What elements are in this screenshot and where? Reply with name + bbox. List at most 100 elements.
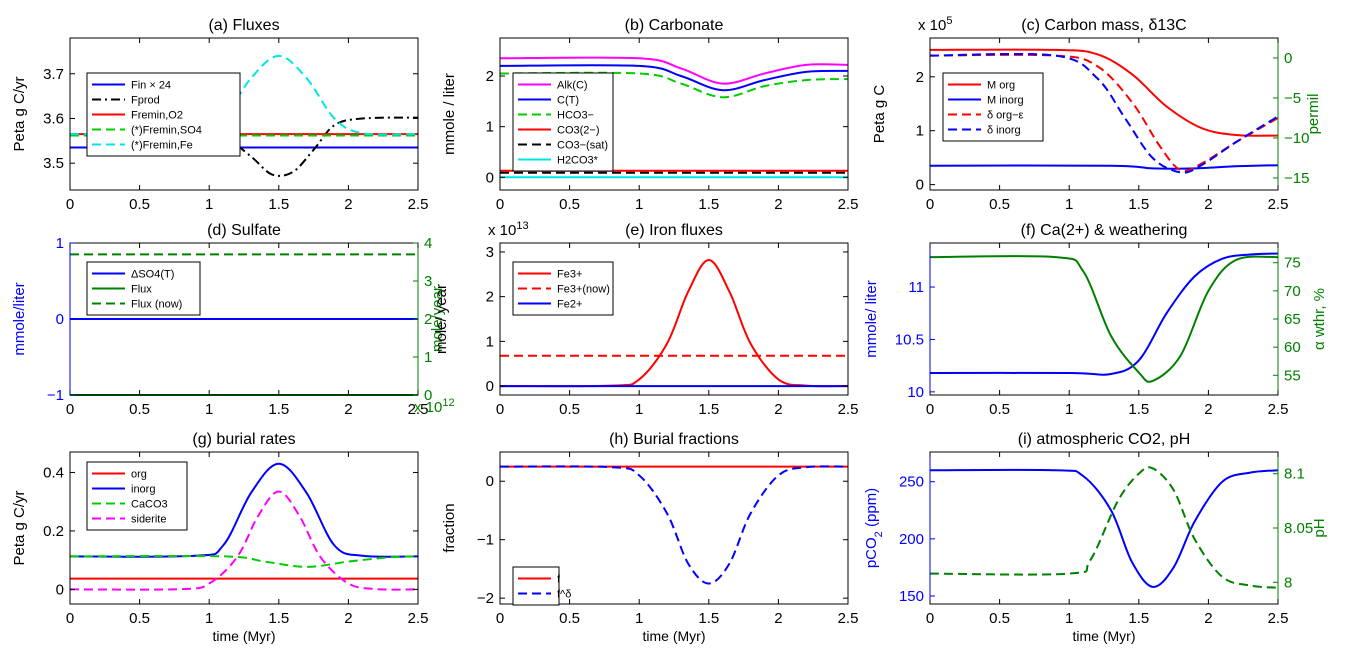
x-tick-label: 2 bbox=[774, 196, 782, 213]
x-tick-label: 0 bbox=[926, 610, 934, 627]
axis-multiplier: x 105 bbox=[918, 15, 952, 34]
legend-label: f^δ bbox=[557, 589, 571, 601]
series-line-b-0 bbox=[499, 56, 849, 85]
y-tick-label: 0.2 bbox=[43, 523, 64, 540]
legend-label: δ org−ε bbox=[987, 110, 1024, 122]
x-tick-label: 1 bbox=[1065, 401, 1073, 418]
y-right-tick-label: −5 bbox=[1284, 90, 1301, 107]
series-line-c-0 bbox=[929, 48, 1279, 137]
y-tick-label: 10 bbox=[907, 384, 924, 401]
x-tick-label: 2.5 bbox=[838, 401, 859, 418]
series-line-g-3 bbox=[69, 490, 419, 591]
x-tick-label: 0.5 bbox=[129, 196, 150, 213]
x-tick-label: 1.5 bbox=[1128, 610, 1149, 627]
y-tick-label: 0 bbox=[486, 169, 494, 186]
legend-label: δ inorg bbox=[987, 125, 1021, 137]
legend-label: Alk(C) bbox=[557, 80, 588, 92]
x-tick-label: 0.5 bbox=[989, 610, 1010, 627]
panel-title: (c) Carbon mass, δ13C bbox=[1021, 17, 1186, 34]
legend-label: ΔSO4(T) bbox=[131, 269, 174, 281]
legend-box bbox=[512, 566, 560, 606]
y-right-axis-label: mole/year bbox=[429, 286, 446, 352]
y-tick-label: 250 bbox=[899, 474, 924, 491]
series-line-f-1 bbox=[929, 255, 1279, 383]
plot-frame bbox=[69, 37, 419, 191]
panel-title: (h) Burial fractions bbox=[609, 431, 739, 448]
plot-frame bbox=[499, 451, 849, 605]
panel-a: (a) Fluxes 0 0.5 1 1.5 2 2.5 3.5 3.6 3.7 Peta g C/… bbox=[11, 17, 428, 213]
y-tick-label: 1 bbox=[486, 119, 494, 136]
y-axis-label: mole/ year bbox=[433, 284, 450, 354]
legend-label: Fe3+(now) bbox=[557, 284, 610, 296]
x-tick-label: 0 bbox=[926, 401, 934, 418]
y-right-tick-label: 55 bbox=[1284, 367, 1301, 384]
y-tick-label: −1 bbox=[477, 532, 494, 549]
y-tick-label: 2 bbox=[486, 68, 494, 85]
y-right-tick-label: 8.1 bbox=[1284, 466, 1305, 483]
x-tick-label: 2 bbox=[1204, 196, 1212, 213]
legend: org inorg CaCO3 siderite bbox=[86, 461, 188, 531]
y-axis-label: mmole/liter bbox=[11, 282, 28, 355]
x-tick-label: 1.5 bbox=[1128, 196, 1149, 213]
x-tick-label: 1 bbox=[205, 196, 213, 213]
legend-box bbox=[512, 72, 614, 172]
series-line-a-4 bbox=[69, 54, 419, 136]
y-tick-label: 0 bbox=[56, 581, 64, 598]
x-tick-label: 2.5 bbox=[408, 196, 429, 213]
x-tick-label: 2.5 bbox=[838, 196, 859, 213]
y-axis-label: pCO2 (ppm) bbox=[863, 488, 885, 568]
x-tick-label: 0 bbox=[496, 401, 504, 418]
y-tick-label: 3 bbox=[486, 244, 494, 261]
y-right-tick-label: −15 bbox=[1284, 170, 1309, 187]
y-tick-label: 11 bbox=[908, 279, 924, 296]
legend: Alk(C) C(T) HCO3− CO3(2−) CO3−(sat) H2CO3* bbox=[512, 72, 614, 172]
legend-label: H2CO3* bbox=[557, 155, 599, 167]
y-right-tick-label: 0 bbox=[424, 387, 432, 404]
panel-title: (g) burial rates bbox=[192, 431, 295, 448]
x-tick-label: 0 bbox=[66, 610, 74, 627]
x-tick-label: 1 bbox=[1065, 196, 1073, 213]
x-tick-label: 1 bbox=[635, 401, 643, 418]
x-tick-label: 2 bbox=[344, 610, 352, 627]
y-tick-label: 3.6 bbox=[43, 110, 64, 127]
y-right-axis-label: pH bbox=[1311, 518, 1328, 537]
x-tick-label: 0.5 bbox=[559, 610, 580, 627]
plot-frame bbox=[929, 451, 1279, 605]
x-tick-label: 0.5 bbox=[559, 401, 580, 418]
panel-e: (e) Iron fluxes 0 0.5 1 1.5 2 2.5 0 1 2 3 mole/ yea… bbox=[433, 220, 858, 418]
panel-title: (f) Ca(2+) & weathering bbox=[1021, 222, 1188, 239]
x-tick-label: 2 bbox=[1204, 401, 1212, 418]
y-right-tick-label: 8.05 bbox=[1284, 520, 1313, 537]
panel-i: (i) atmospheric CO2, pH 0 0.5 1 1.5 2 2.5 time … bbox=[863, 431, 1328, 644]
legend-label: (*)Fremin,SO4 bbox=[131, 125, 202, 137]
legend-label: CO3−(sat) bbox=[557, 140, 608, 152]
legend: ΔSO4(T) Flux Flux (now) bbox=[86, 261, 201, 316]
legend-label: C(T) bbox=[557, 95, 579, 107]
y-tick-label: 0 bbox=[916, 177, 924, 194]
panel-f: (f) Ca(2+) & weathering 0 0.5 1 1.5 2 2.5 10 10.… bbox=[863, 222, 1328, 418]
legend-label: Fe2+ bbox=[557, 299, 582, 311]
x-tick-label: 1.5 bbox=[698, 610, 719, 627]
series-line-c-3 bbox=[929, 52, 1279, 174]
x-tick-label: 1 bbox=[1065, 610, 1073, 627]
legend: Fe3+ Fe3+(now) Fe2+ bbox=[512, 261, 614, 316]
y-axis-label: Peta g C/yr bbox=[11, 490, 28, 565]
series-line-b-2 bbox=[499, 71, 849, 99]
x-tick-label: 2.5 bbox=[408, 610, 429, 627]
x-tick-label: 2 bbox=[344, 401, 352, 418]
legend: Fin × 24 Fprod Fremin,O2 (*)Fremin,SO4 (*)Fr… bbox=[86, 72, 241, 157]
series-line-h-1 bbox=[499, 465, 849, 585]
panel-title: (d) Sulfate bbox=[207, 222, 281, 239]
plot-frame bbox=[499, 37, 849, 191]
x-tick-label: 0.5 bbox=[129, 610, 150, 627]
x-tick-label: 1 bbox=[635, 610, 643, 627]
y-tick-label: 3.5 bbox=[43, 155, 64, 172]
series-line-g-2 bbox=[69, 555, 419, 568]
series-line-f-0 bbox=[929, 252, 1279, 376]
series-line-b-1 bbox=[499, 64, 849, 92]
x-tick-label: 1 bbox=[635, 196, 643, 213]
legend-label: Fremin,O2 bbox=[131, 110, 183, 122]
legend-label: Flux bbox=[131, 284, 152, 296]
legend-label: f bbox=[557, 574, 561, 586]
